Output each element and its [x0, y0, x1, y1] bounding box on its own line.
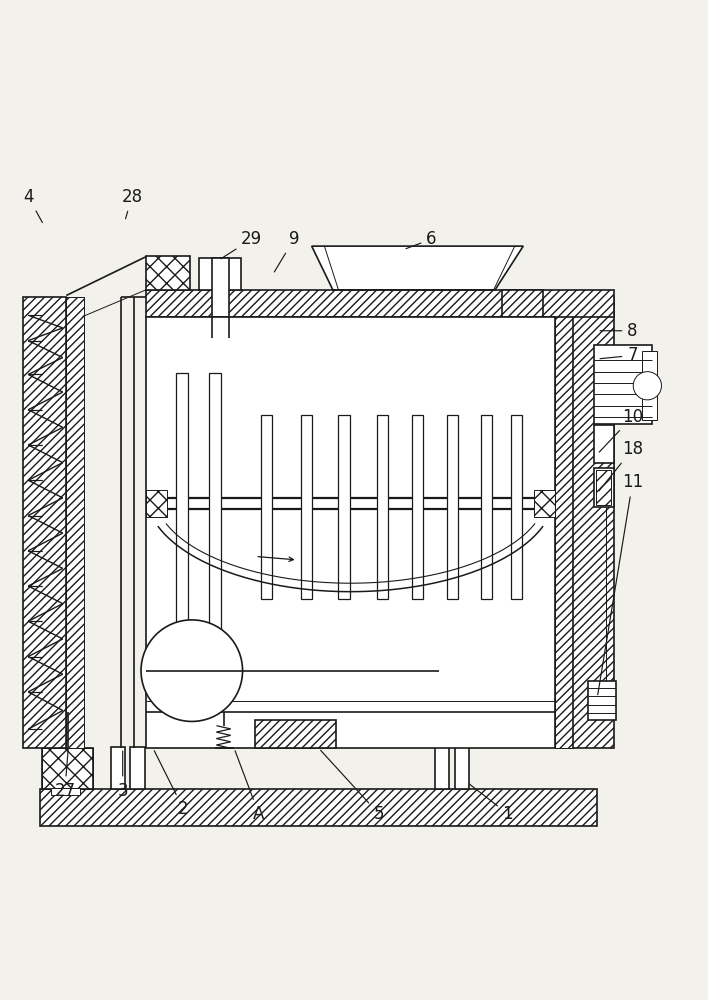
Text: 29: 29 — [221, 230, 262, 259]
Text: 5: 5 — [321, 750, 384, 823]
Text: 8: 8 — [600, 322, 638, 340]
Bar — [51, 788, 81, 795]
Bar — [534, 490, 555, 517]
Circle shape — [141, 620, 243, 721]
Bar — [110, 747, 125, 789]
Bar — [199, 258, 241, 290]
Text: 28: 28 — [121, 188, 142, 219]
Bar — [555, 297, 573, 748]
Bar — [588, 681, 617, 720]
Circle shape — [601, 428, 607, 434]
Bar — [594, 425, 614, 463]
Text: 10: 10 — [599, 408, 643, 452]
Bar — [146, 256, 190, 290]
Circle shape — [633, 372, 661, 400]
Bar — [67, 297, 84, 748]
Bar — [256, 720, 336, 748]
Text: 2: 2 — [154, 751, 188, 818]
Text: 9: 9 — [274, 230, 299, 272]
Bar — [594, 345, 651, 424]
Bar — [261, 415, 272, 599]
Bar — [23, 297, 67, 748]
Bar — [481, 415, 492, 599]
Circle shape — [601, 497, 607, 503]
Bar — [573, 297, 614, 748]
Polygon shape — [312, 246, 523, 290]
Bar — [435, 747, 449, 789]
Bar — [42, 748, 93, 789]
Bar — [176, 373, 188, 641]
Bar — [510, 415, 522, 599]
Bar — [210, 373, 221, 641]
Text: 1: 1 — [469, 784, 513, 823]
Text: A: A — [235, 751, 265, 823]
Bar — [146, 317, 555, 748]
Bar — [301, 415, 312, 599]
Bar — [455, 747, 469, 789]
Text: 3: 3 — [118, 751, 128, 800]
Bar — [130, 747, 144, 789]
Bar — [502, 290, 543, 317]
Bar — [596, 470, 612, 505]
Bar — [40, 789, 598, 826]
Bar — [594, 468, 614, 507]
Text: 7: 7 — [600, 346, 638, 364]
Text: 18: 18 — [599, 440, 643, 491]
Text: 4: 4 — [23, 188, 42, 223]
Bar — [212, 258, 229, 317]
Text: 11: 11 — [598, 473, 643, 695]
Bar — [447, 415, 458, 599]
Bar — [412, 415, 423, 599]
Bar — [146, 490, 167, 517]
Bar — [42, 748, 93, 789]
Text: 27: 27 — [55, 750, 76, 800]
Bar — [338, 415, 350, 599]
Circle shape — [601, 455, 607, 461]
Bar — [641, 351, 657, 420]
Text: 6: 6 — [406, 230, 437, 249]
Bar — [377, 415, 388, 599]
Bar — [146, 290, 614, 317]
Circle shape — [601, 472, 607, 477]
